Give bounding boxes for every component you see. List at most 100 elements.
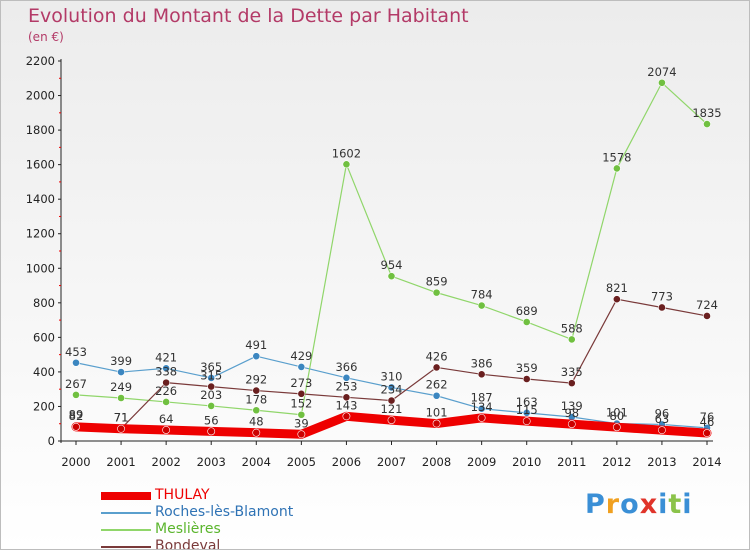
x-tick-label: 2004	[242, 455, 271, 469]
logo-letter: o	[620, 489, 640, 520]
data-point-thulay	[207, 427, 216, 436]
chart-subtitle: (en €)	[28, 30, 64, 44]
x-tick-label: 2010	[512, 455, 541, 469]
data-point-bondeval	[297, 389, 306, 398]
data-point-bondeval	[658, 303, 666, 312]
data-point-bondeval	[522, 375, 531, 383]
y-tick-label: 1800	[26, 123, 55, 137]
legend-swatch	[101, 492, 151, 500]
data-label-meslieres: 784	[471, 288, 493, 302]
data-label-roches-les-blamont: 139	[561, 399, 583, 413]
data-label-roches-les-blamont: 491	[245, 338, 267, 352]
y-tick-label: 2200	[26, 54, 55, 68]
data-point-thulay	[252, 428, 261, 437]
data-label-bondeval: 335	[561, 365, 583, 379]
logo-letter: x	[639, 489, 659, 520]
y-tick-label: 1200	[26, 227, 55, 241]
logo-letter: i	[682, 489, 693, 520]
logo-letter: r	[605, 489, 621, 520]
data-point-thulay	[612, 423, 621, 432]
data-label-thulay: 71	[114, 411, 129, 425]
data-label-roches-les-blamont: 365	[200, 360, 222, 374]
data-point-meslieres	[72, 390, 80, 399]
data-label-meslieres: 1602	[332, 146, 361, 160]
data-label-thulay: 56	[204, 413, 219, 427]
data-label-meslieres: 203	[200, 388, 222, 402]
x-tick-label: 2008	[422, 455, 451, 469]
data-label-bondeval: 359	[516, 361, 538, 375]
data-point-meslieres	[567, 335, 576, 344]
data-point-meslieres	[612, 164, 621, 173]
data-label-bondeval: 338	[155, 365, 177, 379]
data-point-roches-les-blamont	[252, 352, 261, 361]
data-label-meslieres: 267	[65, 377, 87, 391]
data-label-roches-les-blamont: 310	[381, 369, 403, 383]
data-label-bondeval: 386	[471, 356, 493, 370]
data-label-bondeval: 71	[114, 411, 129, 425]
data-point-roches-les-blamont	[342, 373, 351, 382]
data-point-bondeval	[162, 378, 171, 387]
data-point-thulay	[117, 424, 125, 433]
x-tick-label: 2005	[287, 455, 316, 469]
data-label-roches-les-blamont: 163	[516, 395, 538, 409]
x-tick-label: 2011	[557, 455, 586, 469]
data-point-roches-les-blamont	[117, 368, 125, 376]
data-label-roches-les-blamont: 429	[290, 349, 312, 363]
data-label-thulay: 80	[610, 409, 625, 423]
data-point-thulay	[703, 429, 711, 437]
y-tick-label: 600	[33, 330, 55, 344]
data-label-bondeval: 821	[606, 281, 628, 295]
data-point-meslieres	[477, 301, 486, 310]
data-point-bondeval	[703, 312, 711, 320]
legend-label: THULAY	[155, 487, 210, 503]
data-point-bondeval	[207, 382, 216, 391]
y-tick-label: 0	[48, 434, 55, 448]
data-point-bondeval	[432, 363, 441, 372]
data-label-bondeval: 273	[290, 376, 312, 390]
data-label-bondeval: 292	[245, 373, 267, 387]
data-point-meslieres	[658, 78, 666, 87]
data-label-bondeval: 253	[335, 379, 357, 393]
legend-label: Bondeval	[155, 538, 221, 550]
data-label-meslieres: 2074	[647, 65, 676, 79]
legend-swatch	[101, 546, 151, 548]
data-label-thulay: 101	[426, 406, 448, 420]
data-label-meslieres: 178	[245, 392, 267, 406]
data-label-meslieres: 954	[381, 258, 403, 272]
logo-letter: t	[668, 489, 683, 520]
y-tick-label: 1400	[26, 192, 55, 206]
data-label-bondeval: 426	[426, 349, 448, 363]
data-point-meslieres	[207, 402, 216, 410]
x-tick-label: 2012	[602, 455, 631, 469]
data-point-thulay	[162, 426, 171, 434]
data-label-bondeval: 724	[696, 298, 718, 312]
data-point-thulay	[387, 416, 396, 424]
data-label-thulay: 48	[249, 415, 264, 429]
proxiti-logo: Proxiti	[585, 489, 693, 520]
data-point-roches-les-blamont	[297, 362, 306, 371]
data-point-thulay	[432, 419, 441, 428]
data-point-thulay	[477, 413, 486, 422]
chart-title: Evolution du Montant de la Dette par Hab…	[28, 5, 469, 27]
data-point-thulay	[522, 417, 531, 426]
data-point-thulay	[297, 430, 306, 439]
data-label-meslieres: 588	[561, 321, 583, 335]
x-tick-label: 2001	[106, 455, 135, 469]
data-label-bondeval: 773	[651, 289, 673, 303]
data-point-thulay	[567, 420, 576, 428]
data-point-meslieres	[342, 160, 351, 169]
logo-letter: P	[585, 489, 606, 520]
data-label-thulay: 46	[700, 415, 715, 429]
y-tick-label: 1000	[26, 261, 55, 275]
legend-swatch	[101, 529, 151, 531]
data-label-bondeval: 234	[381, 383, 403, 397]
data-point-meslieres	[162, 398, 171, 406]
data-point-roches-les-blamont	[72, 358, 80, 367]
x-tick-label: 2002	[152, 455, 181, 469]
data-label-roches-les-blamont: 262	[426, 378, 448, 392]
data-point-meslieres	[387, 272, 396, 281]
data-point-roches-les-blamont	[432, 391, 441, 400]
data-point-bondeval	[567, 379, 576, 388]
data-label-bondeval: 89	[69, 408, 84, 422]
